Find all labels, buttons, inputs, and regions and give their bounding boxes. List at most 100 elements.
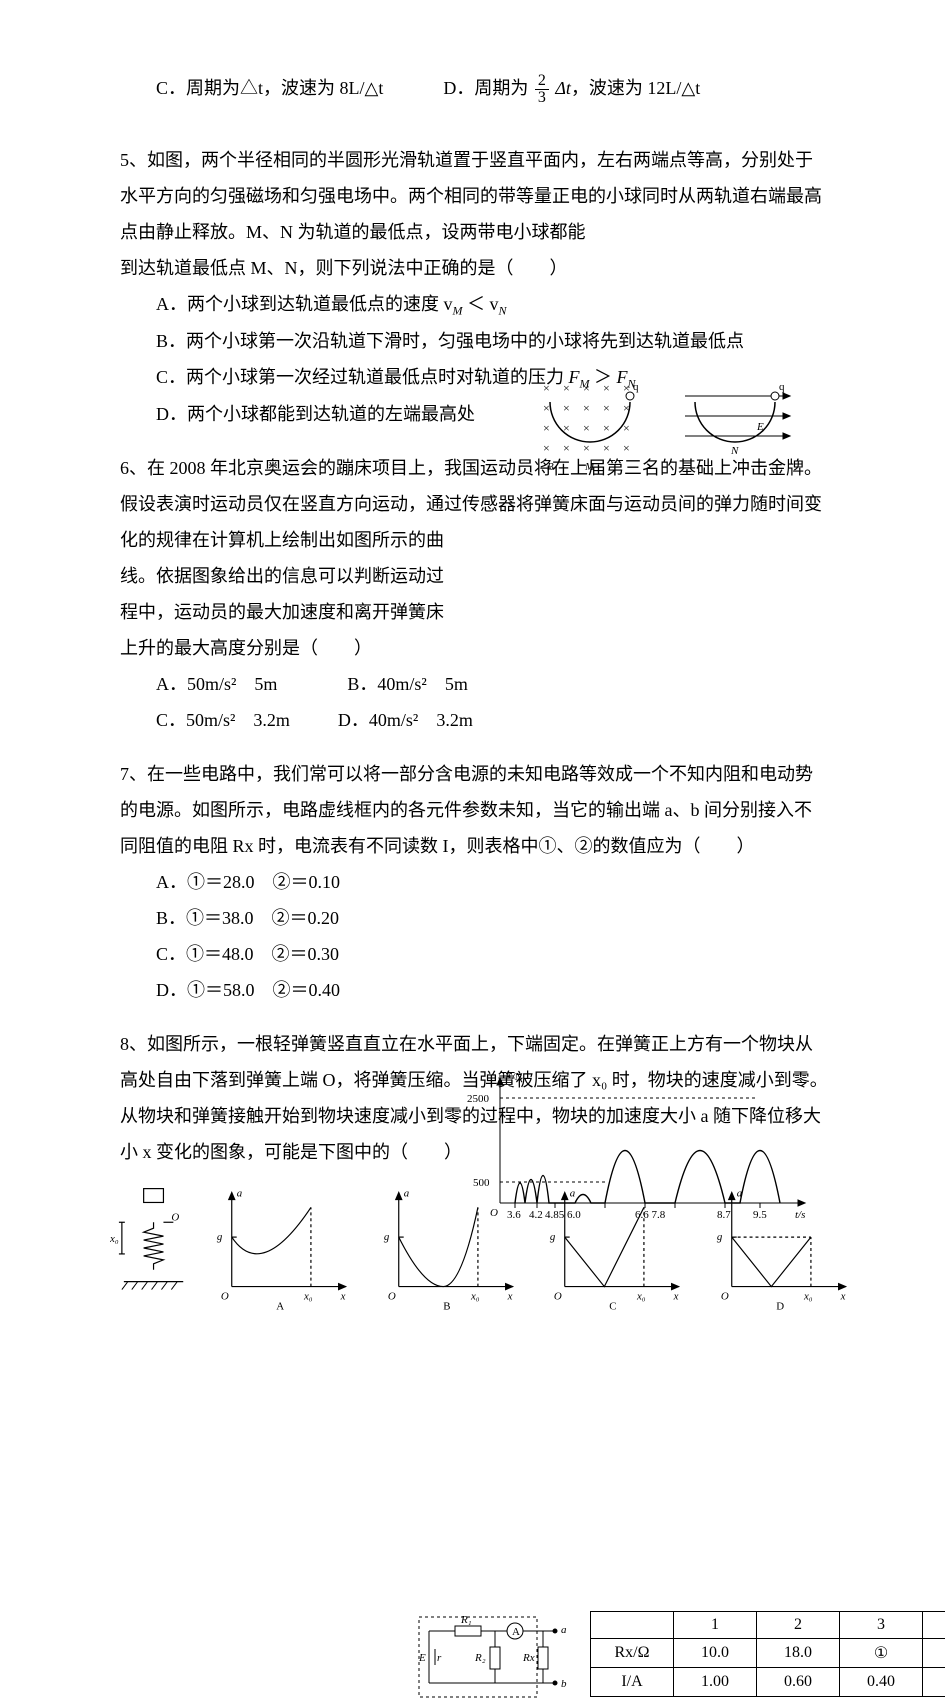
q4-d-pre: D．周期为 (443, 78, 528, 98)
q8-lbl-O: O (171, 1211, 179, 1223)
frac-den: 3 (535, 90, 549, 106)
q8-graph-b: a g O x₀ x B (374, 1182, 522, 1312)
svg-text:×: × (563, 401, 570, 415)
q5-stem4: 到达轨道最低点 M、N，则下列说法中正确的是（ ） (120, 250, 620, 286)
r1c4: 118.0 (923, 1638, 945, 1667)
q7-opt-d: D．①＝58.0 ②＝0.40 (120, 972, 356, 1008)
q6-stem5: 程中，运动员的最大加速度和离开弹簧床 (120, 594, 520, 630)
svg-text:×: × (583, 401, 590, 415)
q8: 8、如图所示，一根轻弹簧竖直直立在水平面上，下端固定。在弹簧正上方有一个物块从 … (120, 1026, 855, 1312)
gc-lbl: C (609, 1300, 616, 1312)
frac-num: 2 (535, 73, 549, 90)
q4-d-frac: 2 3 (535, 73, 549, 106)
q6-opt-b: B．40m/s² 5m (347, 666, 467, 702)
th-4: 4 (923, 1611, 945, 1638)
svg-text:×: × (543, 401, 550, 415)
svg-text:×: × (583, 421, 590, 435)
gc-x0: x₀ (636, 1290, 646, 1302)
svg-text:×: × (603, 401, 610, 415)
q8-lbl-x0: x₀ (110, 1233, 119, 1245)
q7-opt-c: C．①＝48.0 ②＝0.30 (120, 936, 356, 972)
th-blank (591, 1611, 674, 1638)
gb-g: g (384, 1231, 390, 1243)
q8-graph-d: a g O x₀ x D (707, 1182, 855, 1312)
q7-lbl-a: a (561, 1624, 567, 1636)
q4-d-dt: Δt (555, 78, 571, 98)
q7-opt-b: B．①＝38.0 ②＝0.20 (120, 900, 356, 936)
r1c1: 10.0 (674, 1638, 757, 1667)
r2c4: ② (923, 1667, 945, 1696)
svg-text:×: × (543, 421, 550, 435)
q8-stem1: 8、如图所示，一根轻弹簧竖直直立在水平面上，下端固定。在弹簧正上方有一个物块从 (120, 1026, 855, 1062)
ga-x: x (340, 1290, 346, 1302)
q8-stem3: 从物块和弹簧接触开始到物块速度减小到零的过程中，物块的加速度大小 a 随下降位移… (120, 1098, 855, 1134)
gd-lbl: D (776, 1300, 784, 1312)
q7-lbl-R1: R₁ (460, 1614, 472, 1626)
ga-g: g (217, 1231, 223, 1243)
r2c2: 0.60 (757, 1667, 840, 1696)
gb-o: O (387, 1290, 395, 1302)
th-3: 3 (840, 1611, 923, 1638)
gc-a: a (570, 1187, 576, 1199)
gb-x: x (506, 1290, 512, 1302)
q6-stem3: 化的规律在计算机上绘制出如图所示的曲 (120, 522, 520, 558)
q8-graph-c: a g O x₀ x C (540, 1182, 688, 1312)
gc-x: x (673, 1290, 679, 1302)
q7-stem3: 同阻值的电阻 Rx 时，电流表有不同读数 I，则表格中①、②的数值应为（ ） (120, 828, 855, 864)
gc-g: g (550, 1231, 556, 1243)
q4-opt-d: D．周期为 2 3 ΔtΔt，波速为 12L/△t，波速为 12L/△t (443, 70, 700, 106)
q5-stem1: 5、如图，两个半径相同的半圆形光滑轨道置于竖直平面内，左右两端点等高，分别处于 (120, 142, 855, 178)
q5-stem2: 水平方向的匀强磁场和匀强电场中。两个相同的带等量正电的小球同时从两轨道右端最高 (120, 178, 855, 214)
table-row: I/A 1.00 0.60 0.40 ② (591, 1667, 945, 1696)
svg-text:×: × (583, 381, 590, 395)
q5-a-txt: A．两个小球到达轨道最低点的速度 v (156, 294, 453, 314)
q6-stem6: 上升的最大高度分别是（ ） (120, 630, 520, 666)
q7-lbl-r: r (437, 1652, 442, 1664)
q7-stem2: 的电源。如图所示，电路虚线框内的各元件参数未知，当它的输出端 a、b 间分别接入… (120, 792, 855, 828)
q8-stem4: 小 x 变化的图象，可能是下图中的（ ） (120, 1134, 855, 1170)
q7-lbl-b: b (561, 1678, 567, 1690)
q5-lbl-q2: q (779, 381, 785, 393)
q5-stem3: 点由静止释放。M、N 为轨道的最低点，设两带电小球都能 (120, 214, 620, 250)
q4-opt-row: C．周期为△t，波速为 8L/△t D．周期为 2 3 ΔtΔt，波速为 12L… (120, 70, 855, 106)
r2c0: I/A (591, 1667, 674, 1696)
gb-x0: x₀ (470, 1290, 480, 1302)
svg-text:×: × (603, 381, 610, 395)
q5-a-s1: M (453, 304, 463, 318)
q5-a-s2: N (499, 304, 507, 318)
q6-opt-c: C．50m/s² 3.2m (156, 702, 290, 738)
table-row: 1 2 3 4 (591, 1611, 945, 1638)
q7-opt-a: A．①＝28.0 ②＝0.10 (120, 864, 356, 900)
q7-stem1: 7、在一些电路中，我们常可以将一部分含电源的未知电路等效成一个不知内阻和电动势 (120, 756, 855, 792)
q8-graph-a: a g O x₀ x A (207, 1182, 355, 1312)
q4-d-tail: ，波速为 12L/△t (571, 78, 700, 98)
gd-x0: x₀ (803, 1290, 813, 1302)
q5: 5、如图，两个半径相同的半圆形光滑轨道置于竖直平面内，左右两端点等高，分别处于 … (120, 142, 855, 431)
gb-a: a (403, 1187, 409, 1199)
q7-lbl-R2: R₂ (474, 1652, 486, 1664)
q8-stem2: 高处自由下落到弹簧上端 O，将弹簧压缩。当弹簧被压缩了 x₀ 时，物块的速度减小… (120, 1062, 855, 1098)
page: C．周期为△t，波速为 8L/△t D．周期为 2 3 ΔtΔt，波速为 12L… (0, 0, 945, 1372)
q6-stem4: 线。依据图象给出的信息可以判断运动过 (120, 558, 520, 594)
table-row: Rx/Ω 10.0 18.0 ① 118.0 (591, 1638, 945, 1667)
q7-table: 1 2 3 4 Rx/Ω 10.0 18.0 ① 118.0 I/A 1.00 … (590, 1611, 945, 1697)
r1c0: Rx/Ω (591, 1638, 674, 1667)
svg-text:×: × (563, 381, 570, 395)
q6-opt-d: D．40m/s² 3.2m (338, 702, 473, 738)
q4-options: C．周期为△t，波速为 8L/△t D．周期为 2 3 ΔtΔt，波速为 12L… (120, 70, 855, 106)
gd-a: a (736, 1187, 742, 1199)
q7-lbl-A: A (512, 1626, 520, 1638)
ga-lbl: A (276, 1300, 284, 1312)
q6-opt-a: A．50m/s² 5m (156, 666, 277, 702)
r2c1: 1.00 (674, 1667, 757, 1696)
q6-stem1: 6、在 2008 年北京奥运会的蹦床项目上，我国运动员将在上届第三名的基础上冲击… (120, 450, 855, 486)
th-1: 1 (674, 1611, 757, 1638)
q6-opts2: C．50m/s² 3.2m D．40m/s² 3.2m (120, 702, 855, 738)
q7-lbl-Rx: Rx (522, 1652, 535, 1664)
gd-x: x (839, 1290, 845, 1302)
q5-lbl-E: E (756, 421, 764, 433)
svg-text:×: × (603, 421, 610, 435)
q6: 6、在 2008 年北京奥运会的蹦床项目上，我国运动员将在上届第三名的基础上冲击… (120, 450, 855, 738)
r1c2: 18.0 (757, 1638, 840, 1667)
q5-lbl-q1: q (633, 381, 639, 393)
